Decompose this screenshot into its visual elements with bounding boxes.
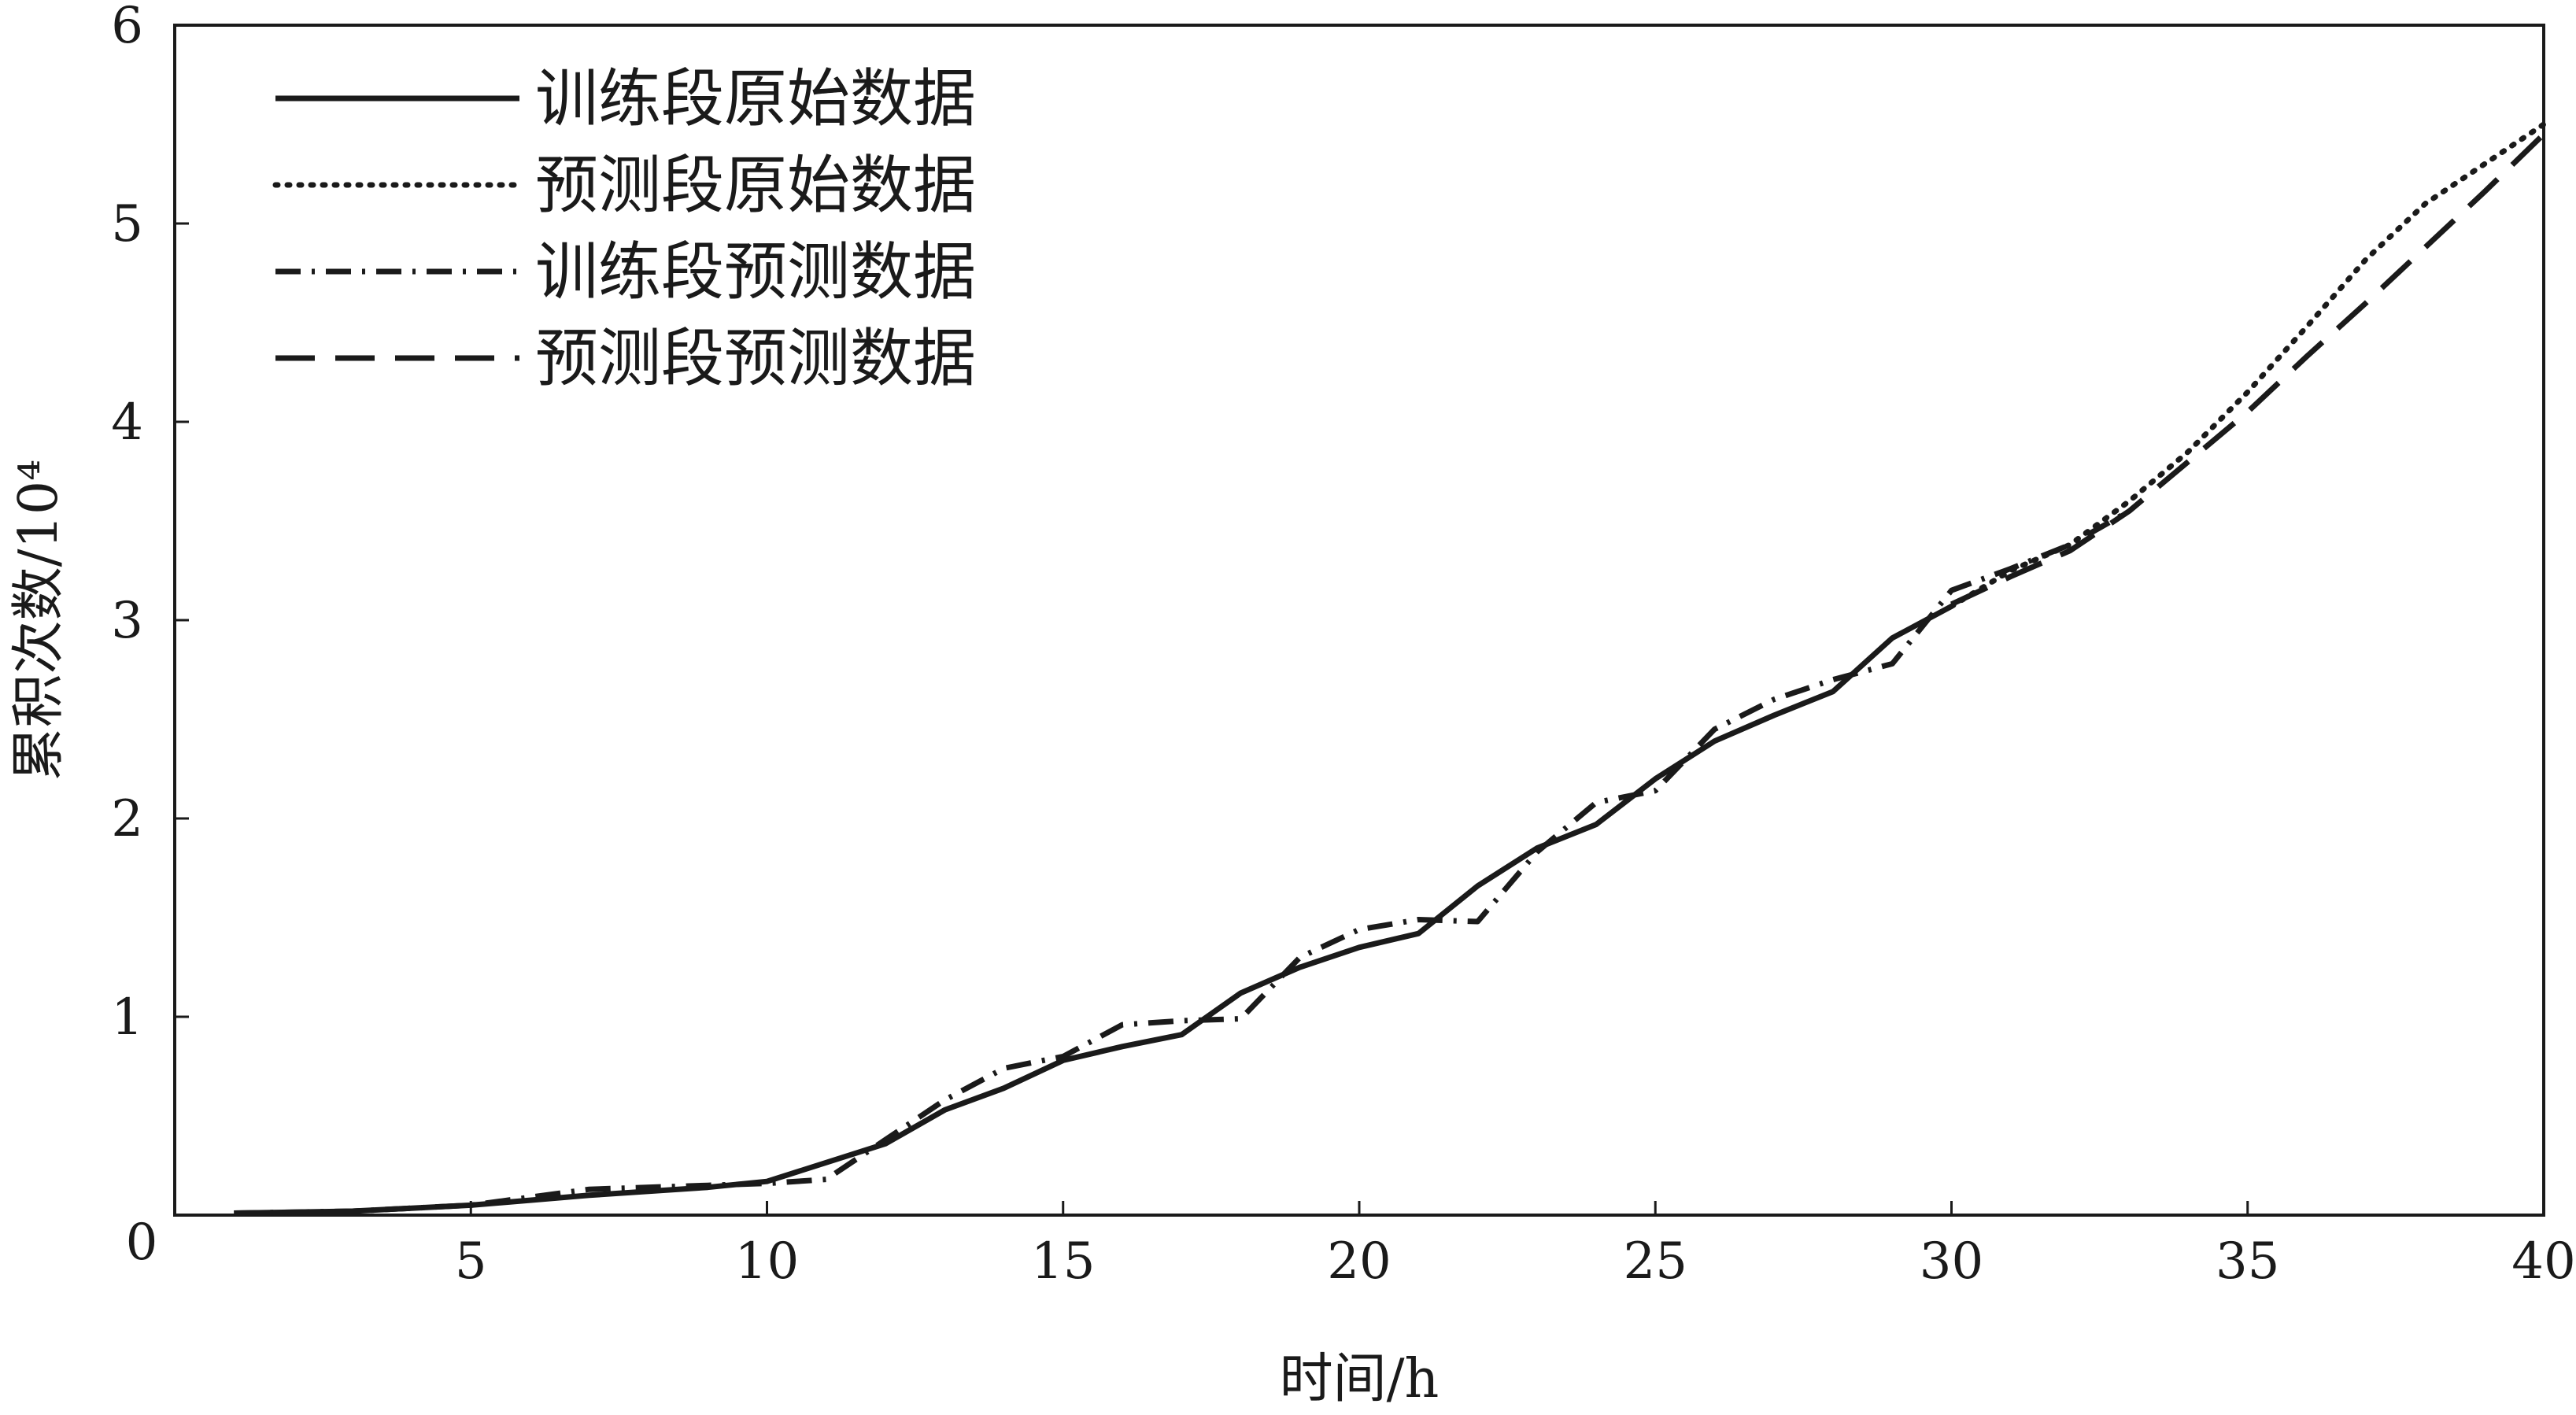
y-tick-label: 6 xyxy=(111,0,143,55)
y-axis-title: 累积次数/10⁴ xyxy=(8,460,70,781)
axis-ticks: 5 10 15 20 25 30 35 40 1 2 3 4 5 6 xyxy=(111,0,2575,1291)
series-line-dotted xyxy=(1949,121,2547,609)
x-tick-label: 5 xyxy=(455,1232,487,1291)
x-tick-label: 15 xyxy=(1031,1232,1095,1291)
legend-label: 训练段原始数据 xyxy=(535,62,976,135)
y-tick-label: 5 xyxy=(111,195,143,253)
y-tick-label: 2 xyxy=(111,790,143,848)
legend-label: 训练段预测数据 xyxy=(535,235,976,308)
series-lines xyxy=(234,121,2547,1216)
plot-frame xyxy=(173,24,2545,1217)
series-line-dashed xyxy=(1950,132,2546,607)
y-tick-label: 3 xyxy=(111,592,143,650)
legend-label: 预测段预测数据 xyxy=(535,322,976,395)
x-tick-label: 10 xyxy=(735,1232,799,1291)
legend-label: 预测段原始数据 xyxy=(535,149,976,222)
series-line-solid xyxy=(234,604,1953,1216)
y-tick-label: 4 xyxy=(111,393,143,452)
x-tick-label: 35 xyxy=(2216,1232,2279,1291)
x-tick-label: 30 xyxy=(1920,1232,1983,1291)
y-tick-label: 1 xyxy=(111,988,143,1047)
x-tick-label: 25 xyxy=(1624,1232,1687,1291)
x-tick-label: 40 xyxy=(2511,1232,2575,1291)
series-line-dashdot xyxy=(234,508,2131,1216)
x-tick-label: 20 xyxy=(1327,1232,1391,1291)
x-axis-title: 时间/h xyxy=(1280,1348,1440,1410)
origin-label: 0 xyxy=(126,1214,158,1272)
